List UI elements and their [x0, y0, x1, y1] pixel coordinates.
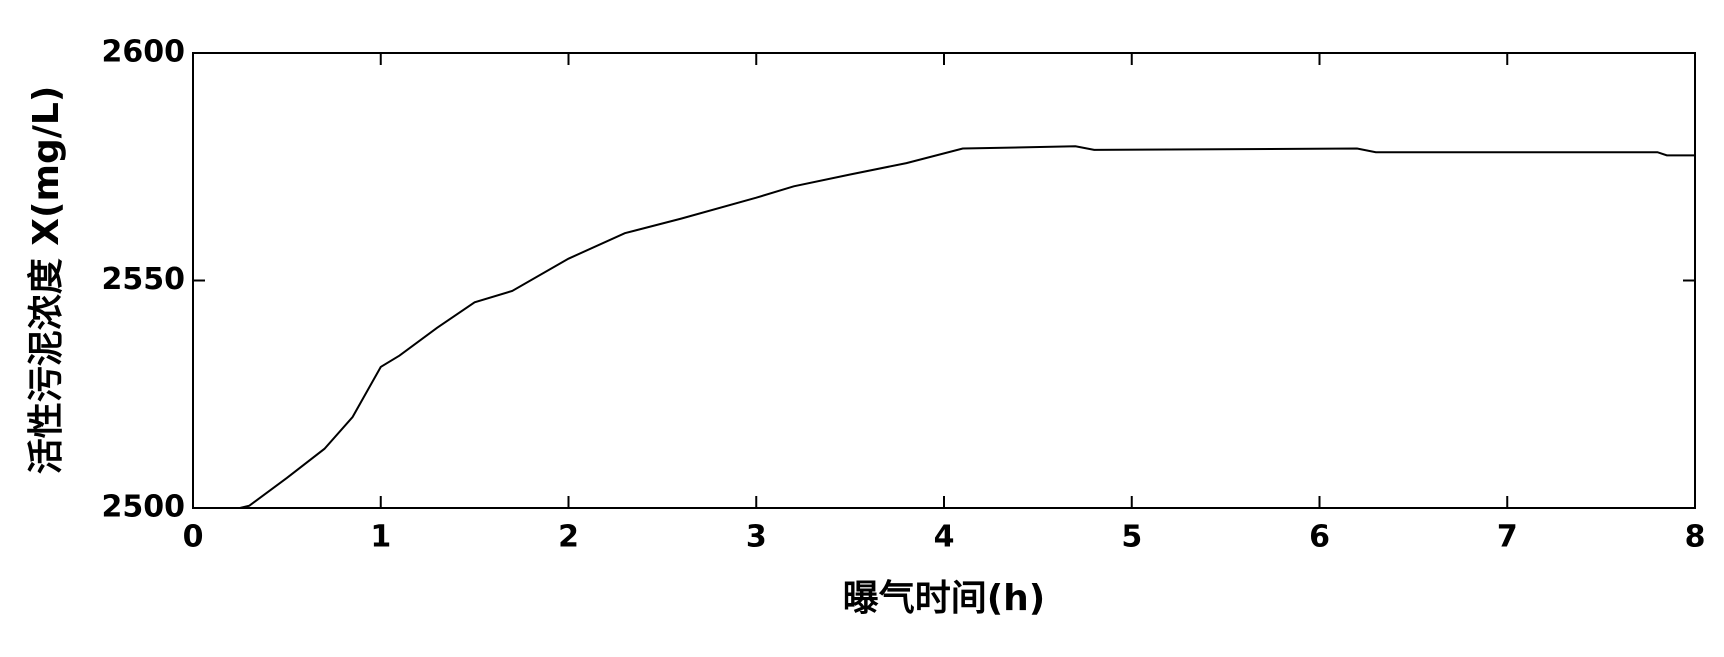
x-tick-label: 5 — [1121, 520, 1142, 555]
x-tick-label: 6 — [1309, 520, 1330, 555]
x-tick-label: 1 — [370, 520, 391, 555]
x-tick-label: 2 — [558, 520, 579, 555]
x-tick-label: 0 — [183, 520, 204, 555]
x-tick-label: 3 — [746, 520, 767, 555]
y-axis-label: 活性污泥浓度 X(mg/L) — [26, 86, 67, 475]
x-tick-label: 7 — [1497, 520, 1518, 555]
y-tick-label: 2550 — [102, 262, 186, 297]
y-tick-label: 2500 — [102, 490, 186, 525]
x-tick-label: 4 — [934, 520, 955, 555]
x-tick-label: 8 — [1685, 520, 1706, 555]
data-line — [239, 145, 1695, 509]
x-axis-label: 曝气时间(h) — [843, 578, 1046, 619]
plot-frame — [192, 52, 1696, 509]
y-tick-label: 2600 — [102, 35, 186, 70]
